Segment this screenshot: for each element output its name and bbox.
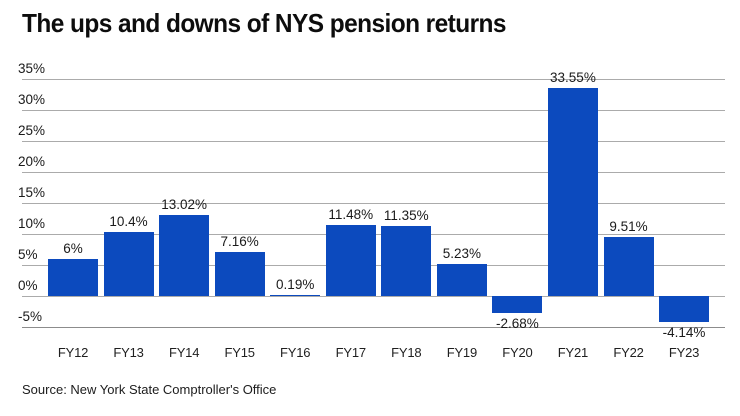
bar-fy17: [325, 224, 376, 296]
bar-fy20: [492, 296, 543, 313]
x-axis-tick-label: FY23: [668, 345, 700, 360]
bar-fy12: [48, 258, 98, 296]
y-axis-tick-label: 25%: [18, 123, 46, 138]
y-axis-tick-label: 35%: [18, 61, 46, 76]
x-axis-line: [22, 327, 725, 328]
bar-value-label: 33.55%: [550, 69, 596, 85]
bar-fy21: [547, 87, 598, 296]
x-axis-tick-label: FY22: [613, 345, 644, 360]
x-axis-tick-label: FY21: [557, 345, 589, 360]
y-axis-tick-label: 30%: [18, 92, 46, 107]
gridline: [22, 110, 725, 111]
bar-fy15: [214, 251, 265, 296]
x-axis-tick-label: FY19: [446, 345, 477, 360]
y-axis-tick-label: 10%: [18, 216, 46, 231]
x-axis-tick-label: FY16: [280, 345, 311, 360]
y-axis-tick-label: -5%: [18, 309, 43, 324]
gridline: [22, 203, 725, 204]
x-axis-tick-label: FY12: [57, 345, 89, 360]
bar-fy23: [659, 296, 710, 322]
y-axis-tick-label: 5%: [18, 247, 38, 262]
y-axis-tick-label: 0%: [18, 278, 38, 293]
chart-title: The ups and downs of NYS pension returns: [22, 8, 507, 38]
bar-fy18: [381, 225, 432, 296]
y-axis-tick-label: 20%: [18, 154, 46, 169]
bar-value-label: 7.16%: [220, 233, 259, 249]
gridline: [22, 172, 725, 173]
gridline: [22, 79, 725, 80]
bar-fy16: [270, 294, 321, 296]
bar-value-label: 13.02%: [161, 197, 207, 213]
bar-fy22: [603, 237, 654, 296]
x-axis-tick-label: FY13: [113, 345, 144, 360]
gridline: [22, 296, 725, 297]
x-axis-tick-label: FY17: [335, 345, 366, 360]
x-axis-tick-label: FY20: [502, 345, 533, 360]
x-axis-tick-label: FY14: [168, 345, 200, 360]
bar-value-label: 6%: [63, 240, 83, 256]
source-note: Source: New York State Comptroller's Off…: [22, 382, 277, 397]
bar-value-label: 11.35%: [383, 207, 429, 223]
y-axis-tick-label: 15%: [18, 185, 46, 200]
bar-value-label: 11.48%: [328, 206, 374, 222]
bar-value-label: -2.68%: [496, 315, 539, 331]
x-axis-tick-label: FY15: [224, 345, 255, 360]
bar-value-label: 0.19%: [276, 276, 315, 292]
bar-value-label: 5.23%: [442, 245, 481, 261]
bar-fy14: [159, 215, 210, 296]
bar-value-label: 9.51%: [609, 219, 648, 235]
gridline: [22, 141, 725, 142]
bar-value-label: -4.14%: [662, 324, 706, 340]
bar-value-label: 10.4%: [109, 213, 148, 229]
bar-fy19: [436, 263, 487, 296]
x-axis-tick-label: FY18: [391, 345, 422, 360]
bar-fy13: [103, 231, 154, 296]
